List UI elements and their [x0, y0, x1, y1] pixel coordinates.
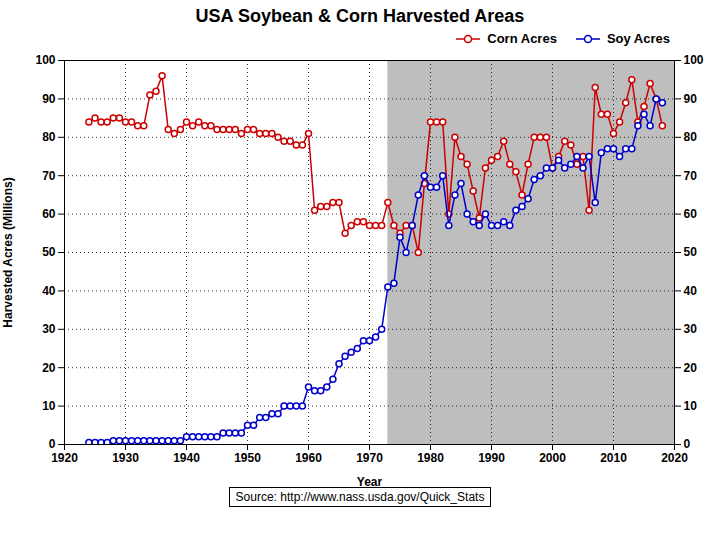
svg-text:1990: 1990: [478, 451, 505, 465]
html-text:Source: http://www.nass.usda.g: Source: http://www.nass.usda.gov/Quick_S…: [235, 490, 485, 504]
svg-text:1970: 1970: [356, 451, 383, 465]
html-text:Corn Acres: Corn Acres: [487, 31, 557, 46]
svg-text:20: 20: [42, 361, 56, 375]
svg-text:2020: 2020: [661, 451, 688, 465]
svg-text:1960: 1960: [295, 451, 322, 465]
svg-text:80: 80: [42, 130, 56, 144]
svg-text:50: 50: [42, 245, 56, 259]
html-text:USA Soybean & Corn Harvested A: USA Soybean & Corn Harvested Areas: [195, 6, 525, 26]
svg-text:60: 60: [684, 207, 698, 221]
svg-text:2010: 2010: [600, 451, 627, 465]
svg-text:90: 90: [684, 92, 698, 106]
svg-text:1980: 1980: [417, 451, 444, 465]
svg-text:10: 10: [684, 399, 698, 413]
svg-text:0: 0: [684, 437, 691, 451]
svg-text:1920: 1920: [51, 451, 78, 465]
svg-text:60: 60: [42, 207, 56, 221]
svg-text:50: 50: [684, 245, 698, 259]
svg-text:1940: 1940: [173, 451, 200, 465]
svg-text:0: 0: [49, 437, 56, 451]
svg-text:2000: 2000: [539, 451, 566, 465]
html-text:Soy Acres: Soy Acres: [606, 31, 670, 46]
svg-text:100: 100: [35, 53, 55, 67]
svg-text:40: 40: [42, 284, 56, 298]
svg-text:10: 10: [42, 399, 56, 413]
svg-text:Year: Year: [357, 475, 383, 489]
svg-text:90: 90: [42, 92, 56, 106]
svg-text:Harvested Acres (Millions): Harvested Acres (Millions): [1, 177, 15, 327]
svg-text:70: 70: [42, 169, 56, 183]
svg-text:100: 100: [684, 53, 704, 67]
svg-text:80: 80: [684, 130, 698, 144]
svg-text:20: 20: [684, 361, 698, 375]
svg-text:30: 30: [42, 322, 56, 336]
svg-text:1950: 1950: [234, 451, 261, 465]
svg-text:40: 40: [684, 284, 698, 298]
svg-text:70: 70: [684, 169, 698, 183]
svg-text:30: 30: [684, 322, 698, 336]
svg-text:1930: 1930: [112, 451, 139, 465]
